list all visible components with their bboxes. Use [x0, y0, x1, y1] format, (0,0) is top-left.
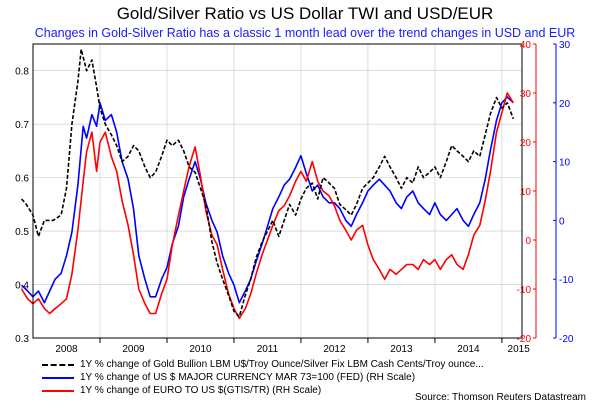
x-tick-label: 2014 — [457, 344, 480, 355]
y-left-tick-label: 0.5 — [15, 227, 29, 238]
x-tick-label: 2010 — [189, 344, 212, 355]
y-right1-tick-label: 30 — [520, 89, 532, 100]
chart-title: Gold/Silver Ratio vs US Dollar TWI and U… — [116, 4, 494, 23]
y-right2-tick-label: -20 — [559, 334, 574, 345]
legend-label: 1Y % change of US $ MAJOR CURRENCY MAR 7… — [80, 372, 416, 383]
y-right2-tick-label: -10 — [559, 275, 574, 286]
legend-label: 1Y % change of EURO TO US $(GTIS/TR) (RH… — [80, 385, 322, 396]
y-right1-tick-label: 20 — [520, 138, 532, 149]
series-line-3 — [20, 92, 514, 320]
series-line-1 — [20, 48, 515, 318]
y-right1-tick-label: 0 — [525, 236, 531, 247]
series-layer — [20, 48, 515, 320]
legend-entry: 1Y % change of EURO TO US $(GTIS/TR) (RH… — [42, 384, 484, 397]
legend: 1Y % change of Gold Bullion LBM U$/Troy … — [42, 358, 484, 397]
y-right1-tick-label: -20 — [517, 334, 532, 345]
y-right1-tick-label: 40 — [520, 40, 532, 51]
y-left-tick-label: 0.6 — [15, 174, 29, 185]
y-right2-tick-label: 20 — [559, 99, 571, 110]
x-tick-label: 2012 — [323, 344, 346, 355]
plot-frame — [32, 43, 523, 339]
y-right2-tick-label: 10 — [559, 158, 571, 169]
legend-swatch — [42, 389, 74, 392]
y-right1-tick-label: -10 — [517, 285, 532, 296]
y-left-tick-label: 0.8 — [15, 67, 29, 78]
x-tick-label: 2009 — [122, 344, 145, 355]
grid-lines — [33, 44, 522, 339]
y-left-tick-label: 0.7 — [15, 120, 29, 131]
chart-subtitle: Changes in Gold-Silver Ratio has a class… — [34, 26, 576, 40]
y-right2-tick-label: 30 — [559, 40, 571, 51]
y-right2-tick-label: 0 — [559, 216, 565, 227]
legend-entry: 1Y % change of Gold Bullion LBM U$/Troy … — [42, 358, 484, 371]
x-tick-label: 2008 — [55, 344, 78, 355]
legend-swatch — [42, 363, 74, 366]
legend-label: 1Y % change of Gold Bullion LBM U$/Troy … — [80, 359, 484, 370]
y-left-tick-label: 0.4 — [15, 281, 29, 292]
x-tick-label: 2011 — [257, 344, 279, 355]
y-left-tick-label: 0.3 — [15, 334, 29, 345]
x-tick-label: 2013 — [390, 344, 413, 355]
series-line-2 — [21, 96, 514, 304]
legend-entry: 1Y % change of US $ MAJOR CURRENCY MAR 7… — [42, 371, 484, 384]
legend-swatch — [42, 376, 74, 379]
y-right1-tick-label: 10 — [520, 187, 532, 198]
source-note: Source: Thomson Reuters Datastream — [414, 392, 586, 403]
x-tick-label: 2015 — [508, 344, 531, 355]
